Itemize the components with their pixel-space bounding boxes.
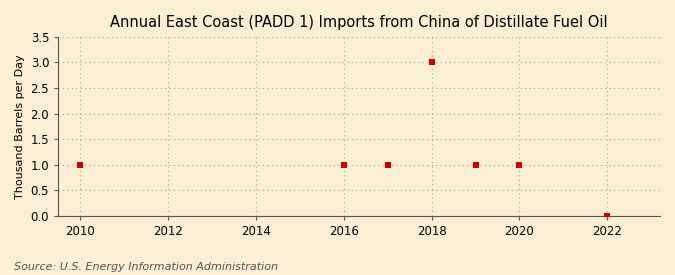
Text: Source: U.S. Energy Information Administration: Source: U.S. Energy Information Administ… — [14, 262, 277, 272]
Point — [382, 163, 393, 167]
Point — [426, 60, 437, 65]
Point — [470, 163, 481, 167]
Point — [602, 214, 613, 218]
Point — [514, 163, 525, 167]
Title: Annual East Coast (PADD 1) Imports from China of Distillate Fuel Oil: Annual East Coast (PADD 1) Imports from … — [110, 15, 608, 30]
Point — [75, 163, 86, 167]
Y-axis label: Thousand Barrels per Day: Thousand Barrels per Day — [15, 54, 25, 199]
Point — [338, 163, 349, 167]
